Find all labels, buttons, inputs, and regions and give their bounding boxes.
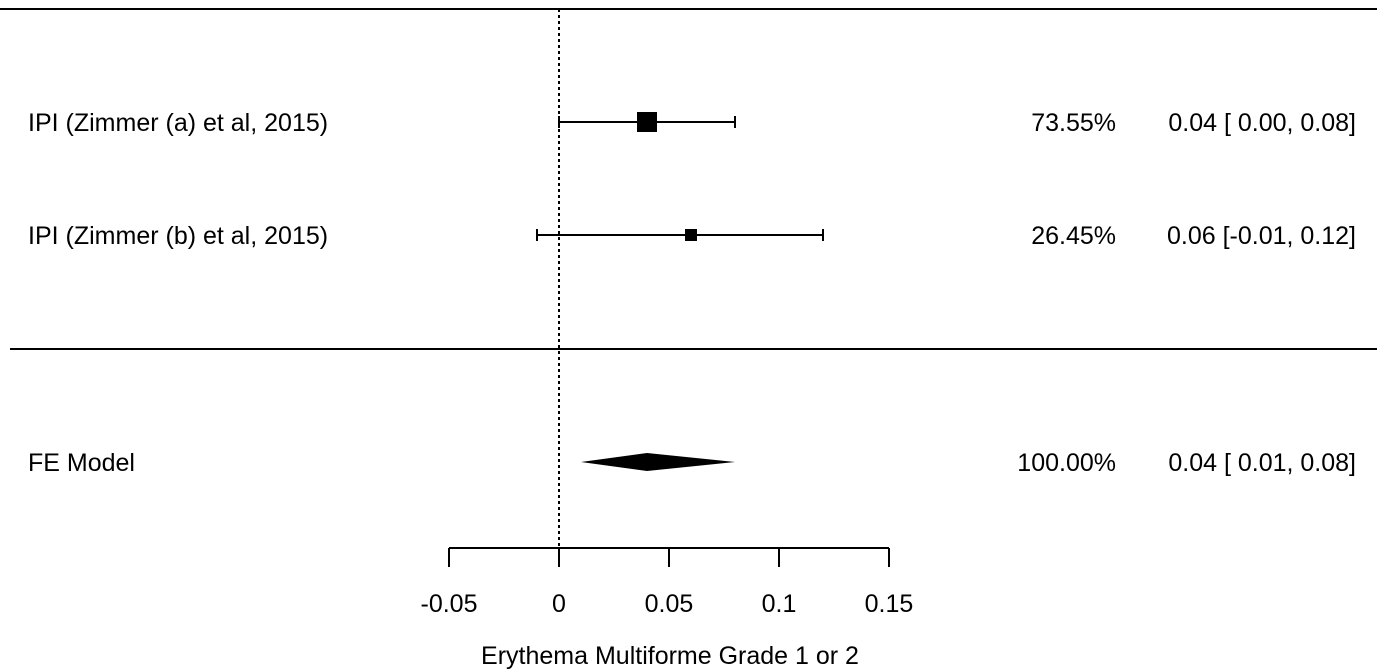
summary-estimate-ci: 0.04 [ 0.01, 0.08]	[1168, 449, 1356, 477]
x-axis: -0.05 0 0.05 0.1 0.15	[421, 547, 914, 618]
summary-row: FE Model 100.00% 0.04 [ 0.01, 0.08]	[28, 449, 1356, 477]
study-weight: 73.55%	[1031, 109, 1116, 137]
study-label: IPI (Zimmer (a) et al, 2015)	[28, 109, 328, 137]
x-axis-tick-label: 0	[552, 590, 566, 618]
study-estimate-ci: 0.04 [ 0.00, 0.08]	[1168, 109, 1356, 137]
summary-label: FE Model	[28, 449, 135, 477]
study-row-1: IPI (Zimmer (a) et al, 2015) 73.55% 0.04…	[28, 109, 1356, 137]
point-estimate-square	[685, 229, 697, 241]
x-axis-label: Erythema Multiforme Grade 1 or 2	[481, 642, 859, 670]
x-axis-tick-label: -0.05	[421, 590, 478, 618]
point-estimate-square	[637, 112, 657, 132]
x-axis-tick-label: 0.15	[865, 590, 914, 618]
study-weight: 26.45%	[1031, 222, 1116, 250]
summary-diamond	[581, 453, 735, 471]
study-estimate-ci: 0.06 [-0.01, 0.12]	[1167, 222, 1356, 250]
x-axis-tick-label: 0.1	[762, 590, 797, 618]
x-axis-tick-label: 0.05	[645, 590, 694, 618]
study-label: IPI (Zimmer (b) et al, 2015)	[28, 222, 328, 250]
summary-weight: 100.00%	[1017, 449, 1116, 477]
study-row-2: IPI (Zimmer (b) et al, 2015) 26.45% 0.06…	[28, 222, 1356, 250]
